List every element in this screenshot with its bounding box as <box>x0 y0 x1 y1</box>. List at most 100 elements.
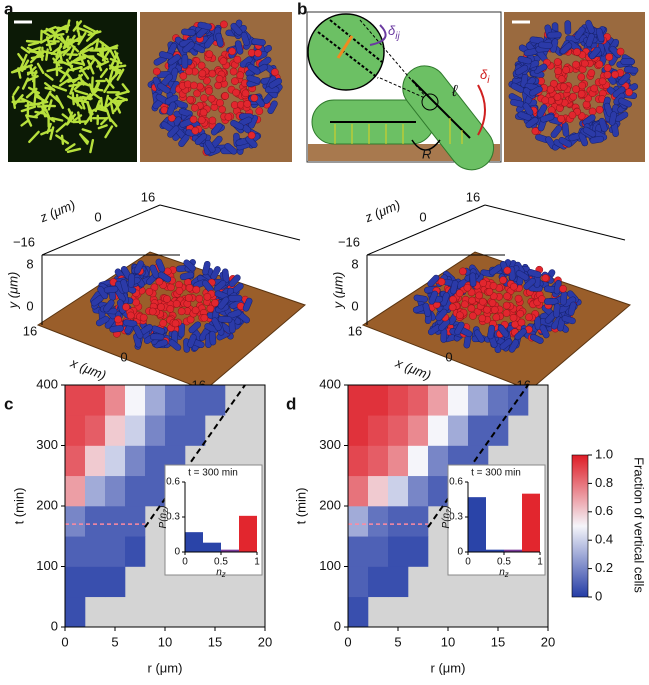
cell <box>90 38 100 46</box>
vertical-cell <box>492 313 501 322</box>
cell <box>27 41 40 47</box>
heatmap-cell <box>65 536 86 567</box>
axis <box>411 79 471 139</box>
horizontal-cell <box>514 328 527 341</box>
horizontal-cell <box>608 111 617 126</box>
horizontal-cell <box>561 122 570 137</box>
y-tick-label: 0 <box>457 547 463 558</box>
axis-line <box>159 204 301 241</box>
horizontal-cell <box>109 325 124 333</box>
x-tick-label: 10 <box>441 634 455 649</box>
horizontal-cell <box>561 315 576 325</box>
y-axis-title: t (min) <box>293 488 308 525</box>
heatmap-cell <box>448 385 469 416</box>
histogram-bar <box>203 542 221 552</box>
horizontal-cell <box>245 135 258 149</box>
heatmap-cell <box>368 506 389 537</box>
vertical-cell <box>467 304 476 313</box>
cell <box>36 62 45 75</box>
heatmap-cell <box>388 475 409 507</box>
horizontal-cell <box>559 42 573 55</box>
vertical-cell <box>191 306 200 315</box>
heatmap-cell <box>65 445 86 477</box>
horizontal-cell <box>598 117 608 132</box>
cell <box>83 24 98 34</box>
horizontal-cell <box>589 135 605 144</box>
cell <box>97 124 108 130</box>
horizontal-cell <box>221 268 230 283</box>
heatmap-cell <box>205 385 226 416</box>
heatmap-cell <box>348 415 369 446</box>
cell <box>56 24 68 32</box>
horizontal-cell <box>533 63 548 74</box>
vertical-cell <box>510 282 518 291</box>
vertical-cell <box>503 266 512 275</box>
vertical-cell <box>568 111 577 119</box>
vertical-cell <box>572 85 580 93</box>
heatmap-cell <box>125 385 146 416</box>
cell <box>108 67 115 83</box>
x-tick-label: 1 <box>537 557 543 568</box>
cell <box>20 46 31 54</box>
heatmap-cell <box>85 506 106 537</box>
cell <box>33 107 47 118</box>
heatmap-cell <box>165 385 186 416</box>
cell <box>85 29 99 42</box>
horizontal-cell <box>133 260 144 274</box>
leader <box>359 19 426 97</box>
histogram-bar <box>504 549 522 552</box>
cell <box>79 46 94 55</box>
x-tick-label: 0 <box>120 349 127 364</box>
cell <box>104 94 110 109</box>
vertical-cell <box>559 82 568 91</box>
symbol: ) <box>441 506 452 510</box>
horizontal-cell <box>183 259 196 272</box>
horizontal-cell <box>95 315 110 327</box>
vertical-cell <box>205 50 214 59</box>
vertical-cell <box>232 88 240 97</box>
heatmap-cell <box>368 566 389 598</box>
cell <box>100 96 104 111</box>
heatmap-cell <box>408 506 429 537</box>
cell <box>69 65 83 72</box>
cell <box>79 133 90 143</box>
horizontal-cell <box>228 274 241 287</box>
cell <box>110 99 122 103</box>
horizontal-cell <box>215 32 224 48</box>
horizontal-cell <box>529 85 543 97</box>
horizontal-cell <box>246 74 261 84</box>
x-tick-label: 0.5 <box>497 557 511 568</box>
horizontal-cell <box>544 298 559 305</box>
x-tick-label: 16 <box>348 323 362 338</box>
cell <box>33 90 38 106</box>
vertical-cell <box>202 76 211 85</box>
horizontal-cell <box>578 132 589 147</box>
label: R <box>422 146 431 161</box>
heatmap-cell <box>468 415 489 446</box>
x-tick-label: 15 <box>491 634 505 649</box>
vertical-cell <box>603 71 612 79</box>
y-tick-label: 0 <box>174 547 180 558</box>
horizontal-cell <box>242 297 253 312</box>
panel-label: b <box>297 0 307 18</box>
heatmap-cell <box>105 385 126 416</box>
cell <box>28 130 40 144</box>
heatmap-cell <box>125 475 146 507</box>
x-tick-label: 5 <box>394 634 401 649</box>
cell <box>100 116 109 126</box>
horizontal-cell <box>194 133 208 146</box>
axis <box>329 19 383 63</box>
histogram-bar <box>486 549 504 552</box>
cell <box>64 143 76 152</box>
vertical-cell <box>247 131 256 140</box>
cell <box>67 95 80 103</box>
cell <box>10 67 27 74</box>
vertical-cell <box>203 292 212 301</box>
subscript: z <box>161 509 170 514</box>
x-tick-label: 10 <box>158 634 172 649</box>
cell <box>28 50 45 54</box>
vertical-cell <box>577 73 586 81</box>
